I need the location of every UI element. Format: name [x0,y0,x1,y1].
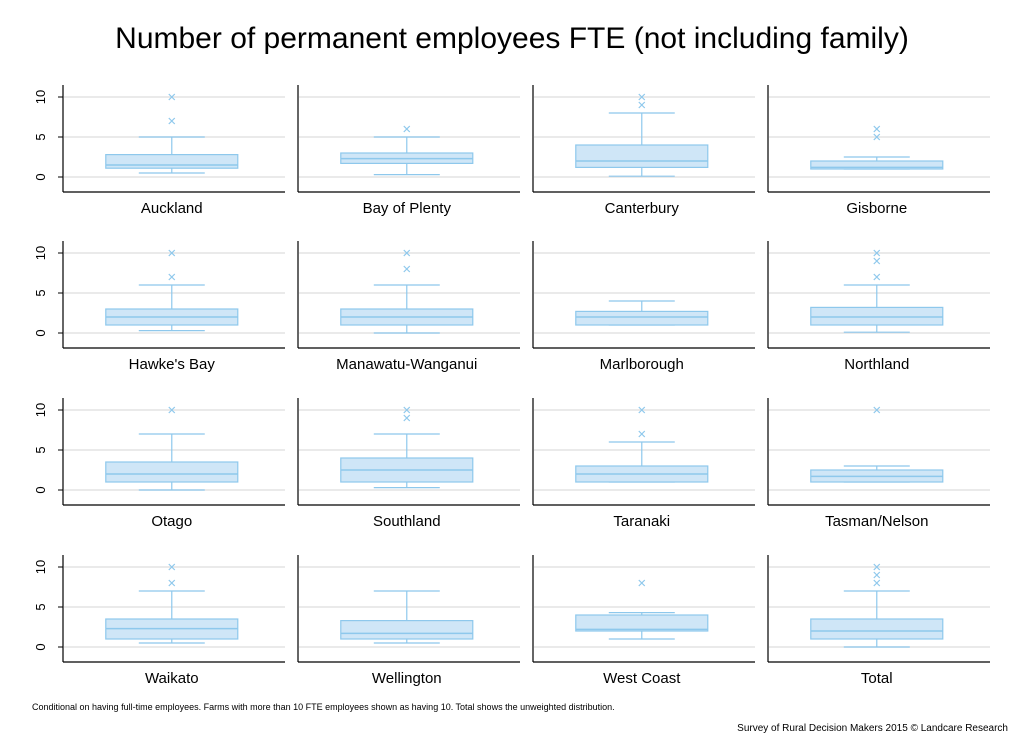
outlier [168,93,176,101]
y-tick-label: 0 [33,329,48,336]
box [810,306,944,326]
outlier [638,93,646,101]
outlier [403,249,411,257]
outlier [873,406,881,414]
y-tick-label: 5 [33,289,48,296]
box [810,160,944,170]
box [105,154,239,169]
outlier [403,125,411,133]
outlier [403,265,411,273]
y-tick-label: 10 [33,90,48,104]
y-tick-label: 10 [33,403,48,417]
panel-label: Southland [373,513,441,530]
outlier [873,125,881,133]
box [575,614,709,632]
outlier [168,273,176,281]
outlier [873,257,881,265]
outlier [168,249,176,257]
y-tick-label: 0 [33,173,48,180]
panel-label: Total [861,670,893,687]
panel-label: Canterbury [605,200,680,217]
panel-label: West Coast [603,670,681,687]
panel-label: Northland [844,356,909,373]
y-tick-label: 5 [33,133,48,140]
outlier [168,579,176,587]
panel-label: Tasman/Nelson [825,513,928,530]
panel-label: Taranaki [613,513,670,530]
outlier [638,406,646,414]
box [105,461,239,483]
box [575,310,709,326]
outlier [403,414,411,422]
outlier [638,101,646,109]
box [810,618,944,640]
outlier [873,563,881,571]
outlier [873,579,881,587]
chart-note: Conditional on having full-time employee… [32,702,615,712]
panel-label: Marlborough [600,356,684,373]
outlier [168,117,176,125]
outlier [168,406,176,414]
panel-label: Gisborne [846,200,907,217]
panel-label: Auckland [141,200,203,217]
outlier [873,249,881,257]
outlier [638,430,646,438]
y-tick-label: 10 [33,246,48,260]
panel-label: Waikato [145,670,199,687]
chart-credit: Survey of Rural Decision Makers 2015 © L… [737,723,1008,734]
y-tick-label: 5 [33,446,48,453]
panel-label: Otago [151,513,192,530]
y-tick-label: 10 [33,560,48,574]
panel-label: Wellington [372,670,442,687]
outlier [403,406,411,414]
box [340,619,474,640]
chart-title: Number of permanent employees FTE (not i… [115,22,909,55]
y-tick-label: 5 [33,603,48,610]
outlier [873,571,881,579]
panel-label: Bay of Plenty [363,200,452,217]
outlier [638,579,646,587]
outlier [873,133,881,141]
outlier [168,563,176,571]
outlier [873,273,881,281]
panel-label: Manawatu-Wanganui [336,356,477,373]
y-tick-label: 0 [33,486,48,493]
box [575,144,709,168]
y-tick-label: 0 [33,643,48,650]
panel-label: Hawke's Bay [129,356,216,373]
